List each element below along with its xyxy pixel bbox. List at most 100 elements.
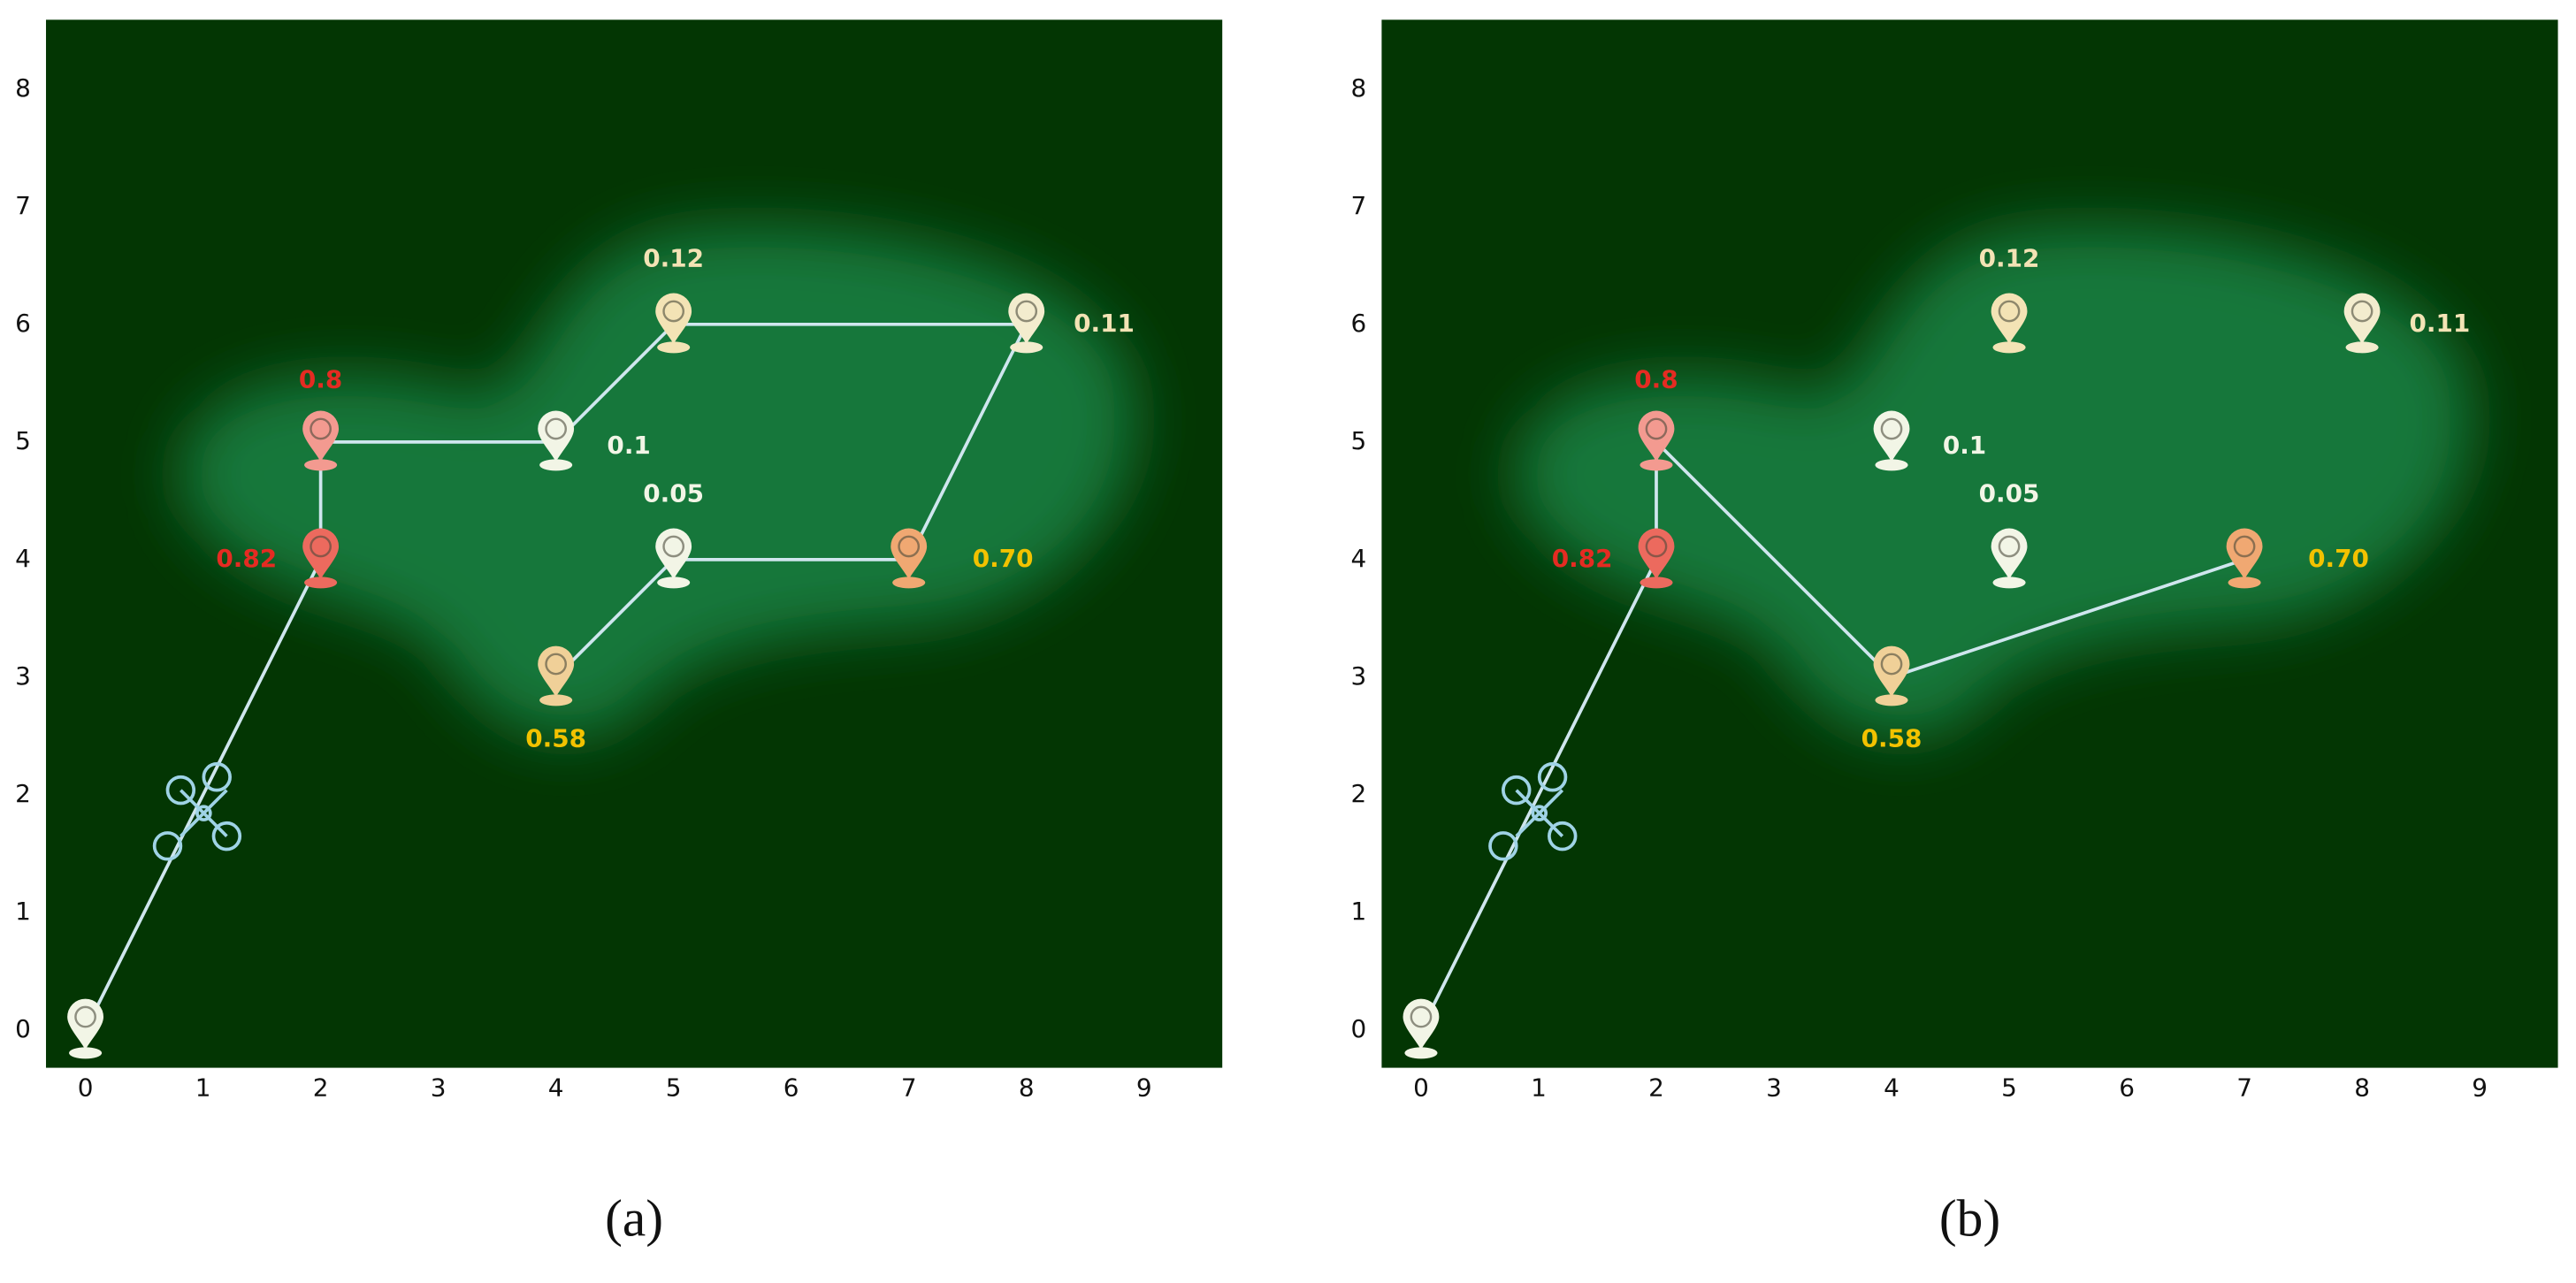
pin-hole — [2233, 535, 2256, 558]
coverage-region — [180, 226, 1135, 738]
y-tick-label: 5 — [15, 426, 31, 455]
caption: (a) — [605, 1189, 663, 1248]
value-label: 0.05 — [1979, 479, 2040, 508]
y-tick-label: 2 — [15, 779, 31, 808]
x-tick-label: 5 — [2001, 1073, 2017, 1103]
x-tick-label: 7 — [2236, 1073, 2252, 1103]
pin-shadow — [69, 1047, 103, 1059]
y-tick-label: 3 — [15, 661, 31, 691]
pin-shadow — [657, 577, 691, 589]
waypoint-pin — [1873, 410, 1910, 471]
value-label: 0.12 — [1979, 244, 2040, 273]
pin-hole — [545, 417, 568, 440]
pin-shadow — [2345, 341, 2379, 354]
y-tick-label: 3 — [1351, 661, 1367, 691]
x-tick-label: 2 — [1648, 1073, 1664, 1103]
coverage-region — [1515, 226, 2472, 738]
x-tick-label: 7 — [901, 1073, 917, 1103]
y-tick-label: 6 — [15, 309, 31, 338]
data-layer: 0 1 2 3 4 5 6 7 8 9 0 1 2 3 4 5 6 7 8 0.8 0.82 0.1 0.12 0.11 0.0… — [1351, 73, 2488, 1103]
y-tick-label: 1 — [15, 897, 31, 926]
value-label: 0.70 — [2308, 544, 2369, 573]
pin-hole — [662, 300, 685, 323]
value-label: 0.1 — [607, 431, 650, 460]
waypoint-pin — [1638, 528, 1675, 589]
y-tick-label: 8 — [15, 73, 31, 103]
x-tick-label: 3 — [1766, 1073, 1782, 1103]
pin-shadow — [1992, 577, 2026, 589]
pin-hole — [898, 535, 921, 558]
x-tick-label: 9 — [2472, 1073, 2488, 1103]
x-tick-label: 8 — [2354, 1073, 2370, 1103]
y-tick-label: 7 — [15, 191, 31, 220]
pin-shadow — [539, 694, 573, 706]
pin-hole — [1880, 653, 1903, 676]
pin-hole — [1880, 417, 1903, 440]
pin-shadow — [1992, 341, 2026, 354]
x-tick-label: 0 — [78, 1073, 94, 1103]
waypoint-pin — [1873, 645, 1910, 706]
y-tick-label: 4 — [1351, 544, 1367, 573]
y-tick-label: 2 — [1351, 779, 1367, 808]
panel: 0 1 2 3 4 5 6 7 8 9 0 1 2 3 4 5 6 7 8 0.8 0.82 0.1 0.12 0.11 0.0… — [1351, 19, 2558, 1248]
caption: (b) — [1939, 1189, 2000, 1248]
value-label: 0.82 — [216, 544, 277, 573]
x-tick-label: 1 — [195, 1073, 211, 1103]
pin-shadow — [539, 459, 573, 471]
drone-icon — [1488, 762, 1578, 861]
value-label: 0.05 — [643, 479, 704, 508]
waypoint-pin — [1638, 410, 1675, 471]
value-label: 0.82 — [1552, 544, 1613, 573]
pin-shadow — [1404, 1047, 1438, 1059]
waypoint-pin — [1991, 293, 2028, 354]
waypoint-pin — [655, 293, 692, 354]
pin-hole — [310, 417, 332, 440]
waypoint-pin — [302, 528, 340, 589]
waypoint-pin — [538, 410, 575, 471]
value-label: 0.70 — [973, 544, 1034, 573]
pin-hole — [1015, 300, 1038, 323]
waypoint-pin — [891, 528, 928, 589]
y-tick-label: 8 — [1351, 73, 1367, 103]
panel: 0 1 2 3 4 5 6 7 8 9 0 1 2 3 4 5 6 7 8 0.8 0.82 0.1 0.12 0.11 0.0… — [15, 19, 1223, 1248]
waypoint-pin — [1991, 528, 2028, 589]
y-tick-label: 6 — [1351, 309, 1367, 338]
pin-shadow — [1875, 459, 1908, 471]
value-label: 0.1 — [1943, 431, 1986, 460]
x-tick-label: 4 — [1884, 1073, 1900, 1103]
pin-hole — [545, 653, 568, 676]
pin-shadow — [304, 577, 338, 589]
pin-shadow — [892, 577, 926, 589]
x-tick-label: 6 — [2119, 1073, 2135, 1103]
waypoint-pin — [2226, 528, 2263, 589]
y-tick-label: 7 — [1351, 191, 1367, 220]
value-label: 0.11 — [1074, 309, 1135, 338]
y-tick-label: 0 — [1351, 1014, 1367, 1043]
data-layer: 0 1 2 3 4 5 6 7 8 9 0 1 2 3 4 5 6 7 8 0.8 0.82 0.1 0.12 0.11 0.0… — [15, 73, 1151, 1103]
waypoint-pin — [1403, 998, 1440, 1059]
x-tick-label: 6 — [784, 1073, 799, 1103]
x-tick-label: 3 — [431, 1073, 447, 1103]
waypoint-pin — [1008, 293, 1045, 354]
value-label: 0.8 — [1634, 365, 1678, 394]
x-tick-label: 2 — [313, 1073, 329, 1103]
waypoint-pin — [538, 645, 575, 706]
pin-hole — [1645, 417, 1668, 440]
waypoint-pin — [2343, 293, 2381, 354]
value-label: 0.11 — [2410, 309, 2471, 338]
pin-shadow — [1640, 459, 1673, 471]
value-label: 0.58 — [1861, 723, 1922, 752]
x-tick-label: 9 — [1136, 1073, 1152, 1103]
x-tick-label: 0 — [1413, 1073, 1429, 1103]
x-tick-label: 8 — [1019, 1073, 1035, 1103]
y-tick-label: 0 — [15, 1014, 31, 1043]
waypoint-pin — [655, 528, 692, 589]
x-tick-label: 1 — [1531, 1073, 1547, 1103]
pin-shadow — [1010, 341, 1043, 354]
pin-hole — [662, 535, 685, 558]
value-label: 0.58 — [525, 723, 586, 752]
pin-hole — [1410, 1005, 1433, 1028]
pin-hole — [1998, 535, 2021, 558]
pin-hole — [74, 1005, 96, 1028]
